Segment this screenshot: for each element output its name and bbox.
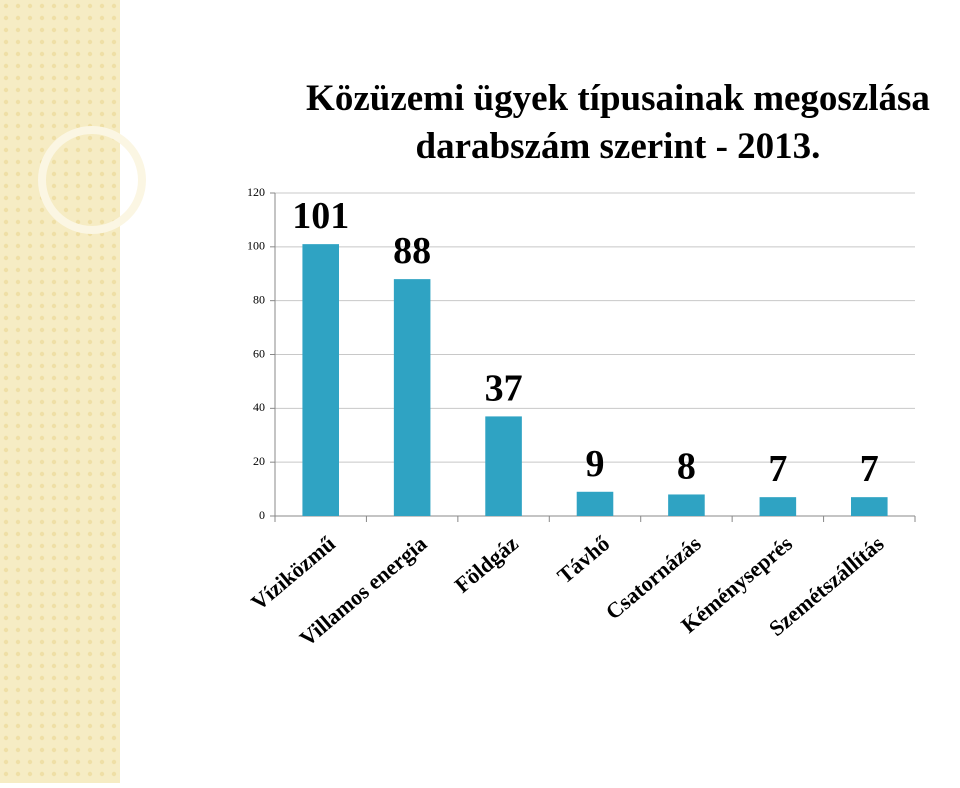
y-tick-label: 120 [247,185,265,199]
y-tick-label: 60 [253,346,265,360]
y-tick-label: 20 [253,454,265,468]
value-label: 101 [292,195,349,237]
y-tick-label: 40 [253,400,265,414]
value-label: 8 [677,445,696,487]
x-tick-label: Földgáz [450,531,523,598]
decor-ring [38,126,146,234]
bar [576,491,614,516]
x-tick-label: Távhő [552,531,614,589]
decor-strip [0,0,120,783]
value-label: 9 [586,443,605,485]
y-tick-label: 100 [247,239,265,253]
bar [485,416,522,516]
x-tick-label: Víziközmű [246,531,340,615]
value-label: 88 [393,230,431,272]
chart-title: Közüzemi ügyek típusainak megoszlása [306,78,930,119]
value-label: 37 [485,367,523,409]
chart-title: darabszám szerint - 2013. [416,126,821,167]
y-tick-label: 0 [259,508,265,522]
value-label: 7 [768,448,787,490]
bar [393,279,431,516]
bar [302,244,339,516]
bar [668,494,705,516]
bar [759,497,797,516]
y-tick-label: 80 [253,292,265,306]
bar [851,497,888,516]
value-label: 7 [860,448,879,490]
